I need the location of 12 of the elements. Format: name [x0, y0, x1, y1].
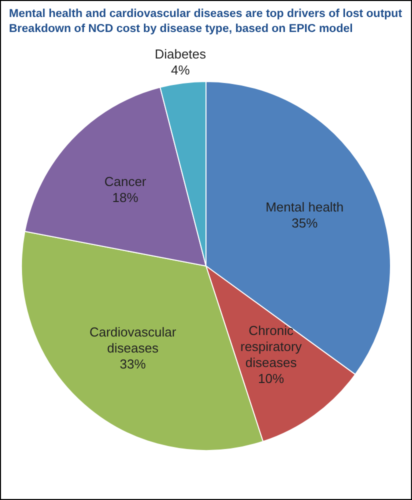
data-label: 10% — [258, 371, 285, 386]
slice-label: Diabetes — [154, 46, 207, 62]
slice-label: Cardiovascular diseases — [89, 324, 177, 356]
data-label: 33% — [120, 356, 146, 372]
slice-label: Cancer — [104, 174, 147, 189]
slice-label: Chronic respiratory diseases — [240, 323, 302, 370]
chart-title: Mental health and cardiovascular diseases are top drivers of lost output — [9, 7, 404, 22]
chart-subtitle: Breakdown of NCD cost by disease type, based on EPIC model — [9, 22, 354, 37]
data-label: 18% — [112, 190, 139, 205]
data-label: 35% — [292, 215, 318, 230]
slice-label: Mental health — [266, 199, 344, 214]
data-label: 4% — [170, 62, 190, 78]
